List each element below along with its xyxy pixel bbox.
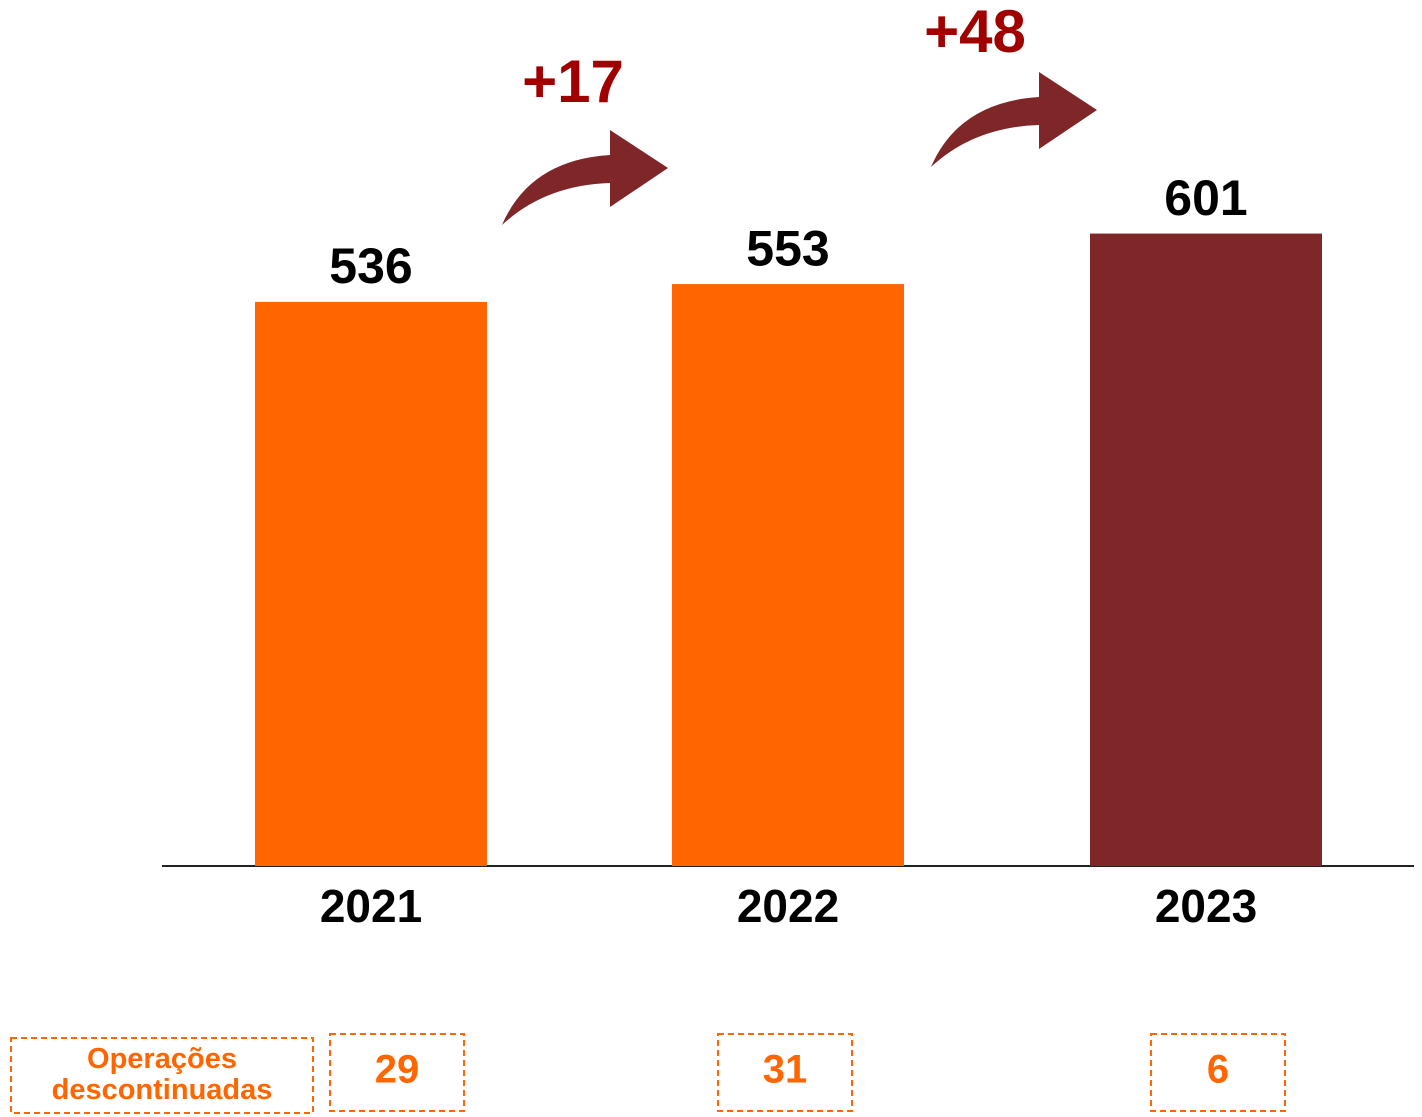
value-box <box>1150 1033 1286 1112</box>
bar <box>255 301 487 866</box>
arrow <box>931 72 1097 167</box>
discontinued-label: Operações descontinuadas <box>52 1043 273 1106</box>
annotation: +48 <box>924 0 1026 65</box>
bar <box>1090 233 1322 866</box>
bar <box>672 284 904 866</box>
value-label: 601 <box>1164 170 1247 226</box>
arrow <box>502 130 668 225</box>
discontinued-value: 29 <box>375 1048 420 1092</box>
x-tick-label: 2023 <box>1155 880 1257 932</box>
discontinued-value: 6 <box>1207 1048 1229 1092</box>
value-box <box>329 1033 465 1112</box>
x-tick-label: 2022 <box>737 880 839 932</box>
value-label: 553 <box>746 220 829 276</box>
value-box <box>717 1033 853 1112</box>
discontinued-value: 31 <box>763 1048 808 1092</box>
value-label: 536 <box>329 238 412 294</box>
x-tick-label: 2021 <box>320 880 422 932</box>
annotation: +17 <box>522 48 624 115</box>
label-box <box>10 1037 314 1114</box>
